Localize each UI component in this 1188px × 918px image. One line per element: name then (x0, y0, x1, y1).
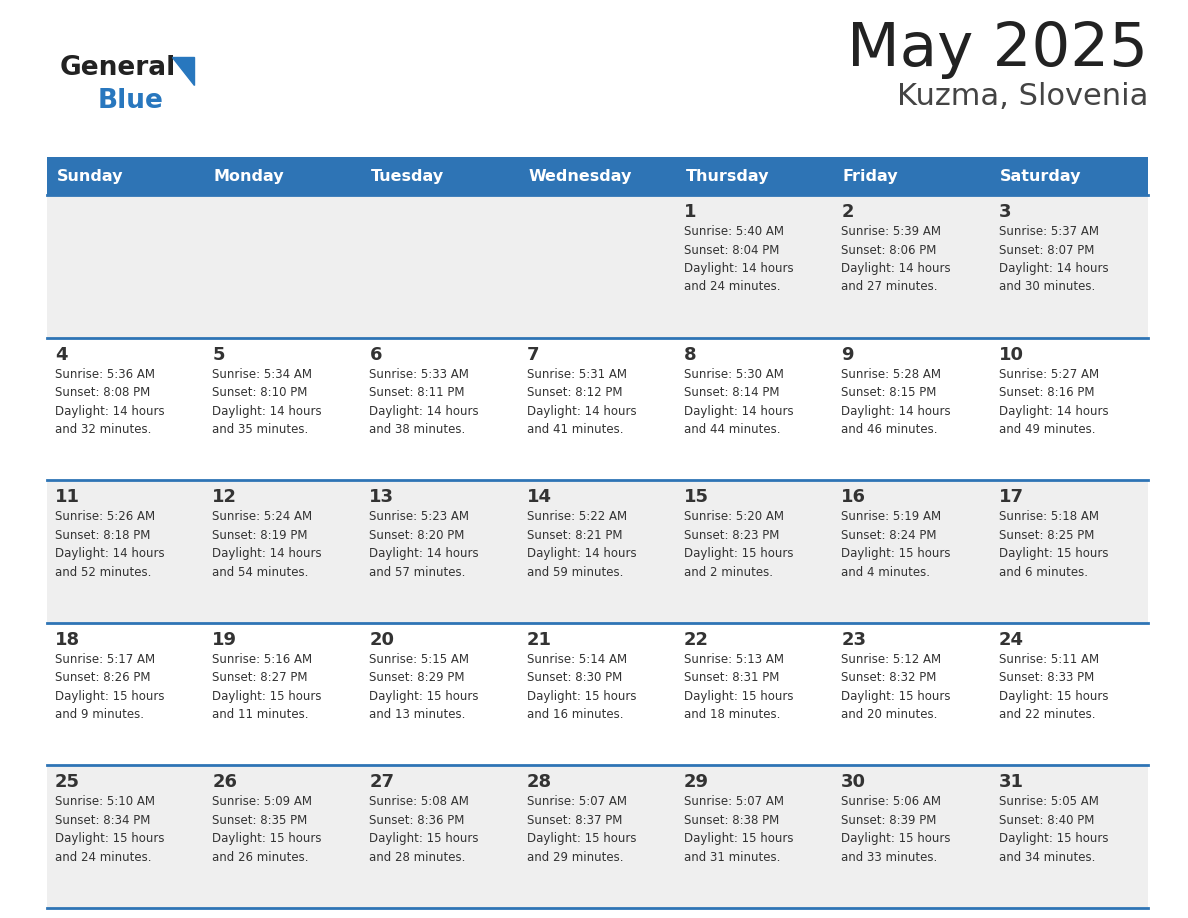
Bar (991, 157, 1148, 195)
Text: 9: 9 (841, 345, 854, 364)
Text: Sunrise: 5:13 AM
Sunset: 8:31 PM
Daylight: 15 hours
and 18 minutes.: Sunrise: 5:13 AM Sunset: 8:31 PM Dayligh… (684, 653, 794, 722)
Text: Sunrise: 5:30 AM
Sunset: 8:14 PM
Daylight: 14 hours
and 44 minutes.: Sunrise: 5:30 AM Sunset: 8:14 PM Dayligh… (684, 367, 794, 436)
Text: 14: 14 (526, 488, 551, 506)
Text: Sunrise: 5:34 AM
Sunset: 8:10 PM
Daylight: 14 hours
and 35 minutes.: Sunrise: 5:34 AM Sunset: 8:10 PM Dayligh… (213, 367, 322, 436)
Text: Sunday: Sunday (57, 169, 122, 184)
Text: Sunrise: 5:24 AM
Sunset: 8:19 PM
Daylight: 14 hours
and 54 minutes.: Sunrise: 5:24 AM Sunset: 8:19 PM Dayligh… (213, 510, 322, 578)
Bar (48, 338, 1148, 480)
Text: Sunrise: 5:40 AM
Sunset: 8:04 PM
Daylight: 14 hours
and 24 minutes.: Sunrise: 5:40 AM Sunset: 8:04 PM Dayligh… (684, 225, 794, 294)
Text: Sunrise: 5:17 AM
Sunset: 8:26 PM
Daylight: 15 hours
and 9 minutes.: Sunrise: 5:17 AM Sunset: 8:26 PM Dayligh… (55, 653, 164, 722)
Polygon shape (172, 57, 194, 85)
Text: 6: 6 (369, 345, 381, 364)
Bar (48, 766, 1148, 908)
Text: 26: 26 (213, 773, 238, 791)
Text: 11: 11 (55, 488, 80, 506)
Text: Saturday: Saturday (1000, 169, 1081, 184)
Bar (519, 157, 676, 195)
Text: 4: 4 (55, 345, 68, 364)
Text: 24: 24 (999, 631, 1024, 649)
Bar (48, 622, 1148, 766)
Text: Sunrise: 5:14 AM
Sunset: 8:30 PM
Daylight: 15 hours
and 16 minutes.: Sunrise: 5:14 AM Sunset: 8:30 PM Dayligh… (526, 653, 637, 722)
Bar (361, 157, 519, 195)
Text: 2: 2 (841, 203, 854, 221)
Text: Sunrise: 5:07 AM
Sunset: 8:37 PM
Daylight: 15 hours
and 29 minutes.: Sunrise: 5:07 AM Sunset: 8:37 PM Dayligh… (526, 795, 637, 864)
Text: 7: 7 (526, 345, 539, 364)
Text: Monday: Monday (214, 169, 284, 184)
Text: Kuzma, Slovenia: Kuzma, Slovenia (897, 82, 1148, 111)
Text: General: General (61, 55, 176, 81)
Text: 22: 22 (684, 631, 709, 649)
Text: 25: 25 (55, 773, 80, 791)
Text: Sunrise: 5:36 AM
Sunset: 8:08 PM
Daylight: 14 hours
and 32 minutes.: Sunrise: 5:36 AM Sunset: 8:08 PM Dayligh… (55, 367, 164, 436)
Text: 1: 1 (684, 203, 696, 221)
Text: 18: 18 (55, 631, 80, 649)
Text: Sunrise: 5:23 AM
Sunset: 8:20 PM
Daylight: 14 hours
and 57 minutes.: Sunrise: 5:23 AM Sunset: 8:20 PM Dayligh… (369, 510, 479, 578)
Text: Thursday: Thursday (685, 169, 769, 184)
Text: Sunrise: 5:22 AM
Sunset: 8:21 PM
Daylight: 14 hours
and 59 minutes.: Sunrise: 5:22 AM Sunset: 8:21 PM Dayligh… (526, 510, 637, 578)
Text: 5: 5 (213, 345, 225, 364)
Bar (204, 157, 361, 195)
Text: 16: 16 (841, 488, 866, 506)
Text: Sunrise: 5:26 AM
Sunset: 8:18 PM
Daylight: 14 hours
and 52 minutes.: Sunrise: 5:26 AM Sunset: 8:18 PM Dayligh… (55, 510, 164, 578)
Bar (48, 157, 204, 195)
Text: Wednesday: Wednesday (529, 169, 632, 184)
Bar (48, 195, 1148, 338)
Text: Sunrise: 5:31 AM
Sunset: 8:12 PM
Daylight: 14 hours
and 41 minutes.: Sunrise: 5:31 AM Sunset: 8:12 PM Dayligh… (526, 367, 637, 436)
Text: May 2025: May 2025 (847, 20, 1148, 79)
Text: Tuesday: Tuesday (371, 169, 444, 184)
Text: Sunrise: 5:27 AM
Sunset: 8:16 PM
Daylight: 14 hours
and 49 minutes.: Sunrise: 5:27 AM Sunset: 8:16 PM Dayligh… (999, 367, 1108, 436)
Text: 27: 27 (369, 773, 394, 791)
Text: 8: 8 (684, 345, 696, 364)
Text: 21: 21 (526, 631, 551, 649)
Text: Sunrise: 5:37 AM
Sunset: 8:07 PM
Daylight: 14 hours
and 30 minutes.: Sunrise: 5:37 AM Sunset: 8:07 PM Dayligh… (999, 225, 1108, 294)
Text: 15: 15 (684, 488, 709, 506)
Text: 19: 19 (213, 631, 238, 649)
Text: Sunrise: 5:09 AM
Sunset: 8:35 PM
Daylight: 15 hours
and 26 minutes.: Sunrise: 5:09 AM Sunset: 8:35 PM Dayligh… (213, 795, 322, 864)
Bar (48, 480, 1148, 622)
Bar (834, 157, 991, 195)
Text: Sunrise: 5:10 AM
Sunset: 8:34 PM
Daylight: 15 hours
and 24 minutes.: Sunrise: 5:10 AM Sunset: 8:34 PM Dayligh… (55, 795, 164, 864)
Text: Sunrise: 5:05 AM
Sunset: 8:40 PM
Daylight: 15 hours
and 34 minutes.: Sunrise: 5:05 AM Sunset: 8:40 PM Dayligh… (999, 795, 1108, 864)
Text: Sunrise: 5:07 AM
Sunset: 8:38 PM
Daylight: 15 hours
and 31 minutes.: Sunrise: 5:07 AM Sunset: 8:38 PM Dayligh… (684, 795, 794, 864)
Text: Friday: Friday (842, 169, 898, 184)
Text: Sunrise: 5:28 AM
Sunset: 8:15 PM
Daylight: 14 hours
and 46 minutes.: Sunrise: 5:28 AM Sunset: 8:15 PM Dayligh… (841, 367, 950, 436)
Text: Sunrise: 5:06 AM
Sunset: 8:39 PM
Daylight: 15 hours
and 33 minutes.: Sunrise: 5:06 AM Sunset: 8:39 PM Dayligh… (841, 795, 950, 864)
Text: Sunrise: 5:18 AM
Sunset: 8:25 PM
Daylight: 15 hours
and 6 minutes.: Sunrise: 5:18 AM Sunset: 8:25 PM Dayligh… (999, 510, 1108, 578)
Text: 12: 12 (213, 488, 238, 506)
Text: 3: 3 (999, 203, 1011, 221)
Text: 31: 31 (999, 773, 1024, 791)
Text: 17: 17 (999, 488, 1024, 506)
Text: Sunrise: 5:20 AM
Sunset: 8:23 PM
Daylight: 15 hours
and 2 minutes.: Sunrise: 5:20 AM Sunset: 8:23 PM Dayligh… (684, 510, 794, 578)
Text: 29: 29 (684, 773, 709, 791)
Text: Sunrise: 5:33 AM
Sunset: 8:11 PM
Daylight: 14 hours
and 38 minutes.: Sunrise: 5:33 AM Sunset: 8:11 PM Dayligh… (369, 367, 479, 436)
Text: Sunrise: 5:15 AM
Sunset: 8:29 PM
Daylight: 15 hours
and 13 minutes.: Sunrise: 5:15 AM Sunset: 8:29 PM Dayligh… (369, 653, 479, 722)
Text: 20: 20 (369, 631, 394, 649)
Text: 28: 28 (526, 773, 552, 791)
Text: Sunrise: 5:16 AM
Sunset: 8:27 PM
Daylight: 15 hours
and 11 minutes.: Sunrise: 5:16 AM Sunset: 8:27 PM Dayligh… (213, 653, 322, 722)
Text: Sunrise: 5:39 AM
Sunset: 8:06 PM
Daylight: 14 hours
and 27 minutes.: Sunrise: 5:39 AM Sunset: 8:06 PM Dayligh… (841, 225, 950, 294)
Text: Sunrise: 5:08 AM
Sunset: 8:36 PM
Daylight: 15 hours
and 28 minutes.: Sunrise: 5:08 AM Sunset: 8:36 PM Dayligh… (369, 795, 479, 864)
Text: Sunrise: 5:12 AM
Sunset: 8:32 PM
Daylight: 15 hours
and 20 minutes.: Sunrise: 5:12 AM Sunset: 8:32 PM Dayligh… (841, 653, 950, 722)
Text: Sunrise: 5:19 AM
Sunset: 8:24 PM
Daylight: 15 hours
and 4 minutes.: Sunrise: 5:19 AM Sunset: 8:24 PM Dayligh… (841, 510, 950, 578)
Text: Sunrise: 5:11 AM
Sunset: 8:33 PM
Daylight: 15 hours
and 22 minutes.: Sunrise: 5:11 AM Sunset: 8:33 PM Dayligh… (999, 653, 1108, 722)
Text: 13: 13 (369, 488, 394, 506)
Text: 10: 10 (999, 345, 1024, 364)
Text: 23: 23 (841, 631, 866, 649)
Bar (676, 157, 834, 195)
Text: 30: 30 (841, 773, 866, 791)
Text: Blue: Blue (97, 88, 164, 114)
